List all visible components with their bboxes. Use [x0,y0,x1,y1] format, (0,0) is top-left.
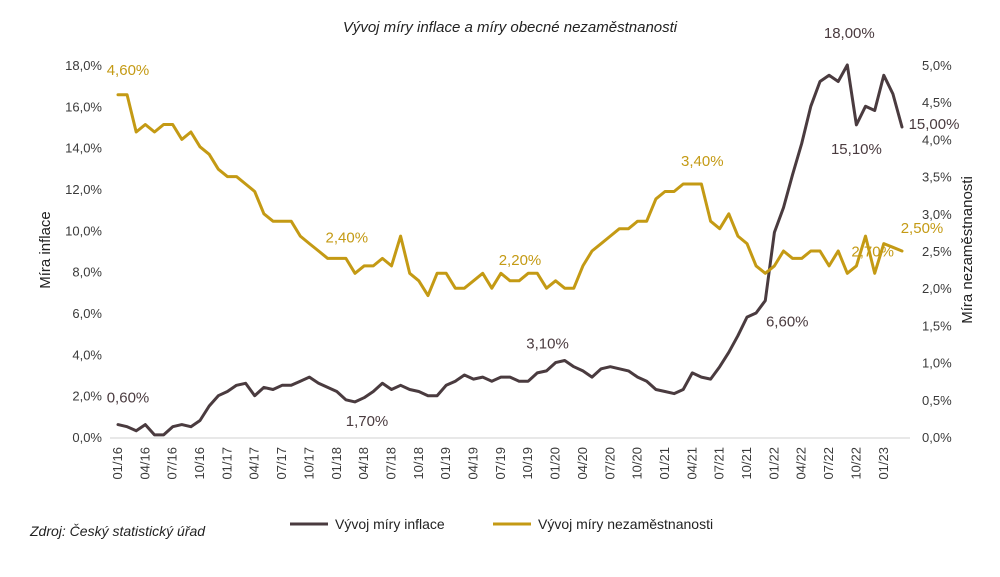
left-y-tick-label: 0,0% [72,430,102,445]
legend-inflation-label: Vývoj míry inflace [335,516,445,532]
data-label: 6,60% [766,314,809,331]
right-y-tick-label: 2,5% [922,244,952,259]
chart-title: Vývoj míry inflace a míry obecné nezaměs… [343,19,678,36]
left-y-tick-label: 8,0% [72,265,102,280]
data-label: 2,50% [901,220,944,237]
x-tick-label: 07/18 [383,447,398,480]
left-y-tick-label: 12,0% [65,182,102,197]
x-tick-label: 01/19 [438,447,453,480]
x-tick-label: 04/20 [575,447,590,480]
x-tick-label: 01/23 [876,447,891,480]
right-y-tick-label: 4,5% [922,95,952,110]
x-tick-label: 10/21 [739,447,754,480]
x-tick-label: 01/18 [329,447,344,480]
x-tick-label: 04/19 [466,447,481,480]
data-label: 2,20% [499,252,542,269]
x-tick-label: 01/22 [766,447,781,480]
right-y-tick-label: 1,5% [922,318,952,333]
legend: Vývoj míry inflace Vývoj míry nezaměstnan… [290,516,713,532]
right-y-tick-label: 0,5% [922,393,952,408]
left-y-tick-label: 18,0% [65,58,102,73]
data-labels: 0,60%1,70%3,10%6,60%18,00%15,10%15,00%4,… [107,25,960,430]
data-label: 1,70% [346,413,389,430]
left-y-tick-label: 4,0% [72,347,102,362]
right-y-tick-label: 2,0% [922,281,952,296]
x-tick-label: 04/22 [794,447,809,480]
left-y-axis: 0,0% 2,0% 4,0% 6,0% 8,0% 10,0% 12,0% 14,0% 16,0%… [65,58,102,445]
left-y-tick-label: 16,0% [65,99,102,114]
x-tick-label: 10/20 [630,447,645,480]
x-tick-label: 07/17 [274,447,289,480]
x-tick-label: 01/21 [657,447,672,480]
left-y-tick-label: 14,0% [65,141,102,156]
data-label: 2,40% [326,229,369,246]
right-axis-title: Míra nezaměstnanosti [959,176,976,324]
right-y-tick-label: 5,0% [922,58,952,73]
left-y-tick-label: 10,0% [65,223,102,238]
data-label: 15,10% [831,141,882,158]
data-label: 15,00% [909,116,960,133]
right-y-tick-label: 1,0% [922,356,952,371]
unemployment-series-line [116,93,904,298]
series-lines [116,63,904,437]
data-label: 0,60% [107,390,150,407]
left-axis-title: Míra inflace [37,211,54,289]
inflation-series-line [116,63,904,437]
x-tick-label: 10/16 [192,447,207,480]
x-tick-label: 04/18 [356,447,371,480]
legend-unemployment-label: Vývoj míry nezaměstnanosti [538,516,713,532]
x-tick-label: 07/21 [712,447,727,480]
x-tick-label: 10/17 [301,447,316,480]
x-axis: 01/16 04/16 07/16 10/16 01/17 04/17 07/17 10/17… [110,447,891,480]
x-tick-label: 01/16 [110,447,125,480]
x-tick-label: 10/18 [411,447,426,480]
left-y-tick-label: 6,0% [72,306,102,321]
right-y-tick-label: 4,0% [922,132,952,147]
x-tick-label: 01/20 [548,447,563,480]
x-tick-label: 07/19 [493,447,508,480]
right-y-tick-label: 3,0% [922,207,952,222]
left-y-tick-label: 2,0% [72,389,102,404]
data-label: 3,10% [526,336,569,353]
x-tick-label: 07/16 [165,447,180,480]
data-label: 4,60% [107,62,150,79]
data-label: 2,70% [851,243,894,260]
right-y-tick-label: 0,0% [922,430,952,445]
x-tick-label: 04/17 [247,447,262,480]
x-tick-label: 07/20 [602,447,617,480]
source-note: Zdroj: Český statistický úřad [29,523,206,539]
x-tick-label: 10/22 [848,447,863,480]
right-y-axis: 0,0% 0,5% 1,0% 1,5% 2,0% 2,5% 3,0% 3,5% 4,0% 4,5%… [922,58,952,445]
x-tick-label: 07/22 [821,447,836,480]
x-tick-label: 01/17 [219,447,234,480]
x-tick-label: 10/19 [520,447,535,480]
x-tick-label: 04/21 [684,447,699,480]
data-label: 3,40% [681,153,724,170]
right-y-tick-label: 3,5% [922,170,952,185]
x-tick-label: 04/16 [137,447,152,480]
data-label: 18,00% [824,25,875,42]
